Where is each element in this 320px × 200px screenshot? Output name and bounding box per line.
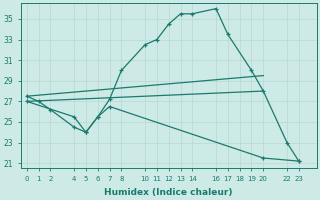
X-axis label: Humidex (Indice chaleur): Humidex (Indice chaleur) (104, 188, 233, 197)
